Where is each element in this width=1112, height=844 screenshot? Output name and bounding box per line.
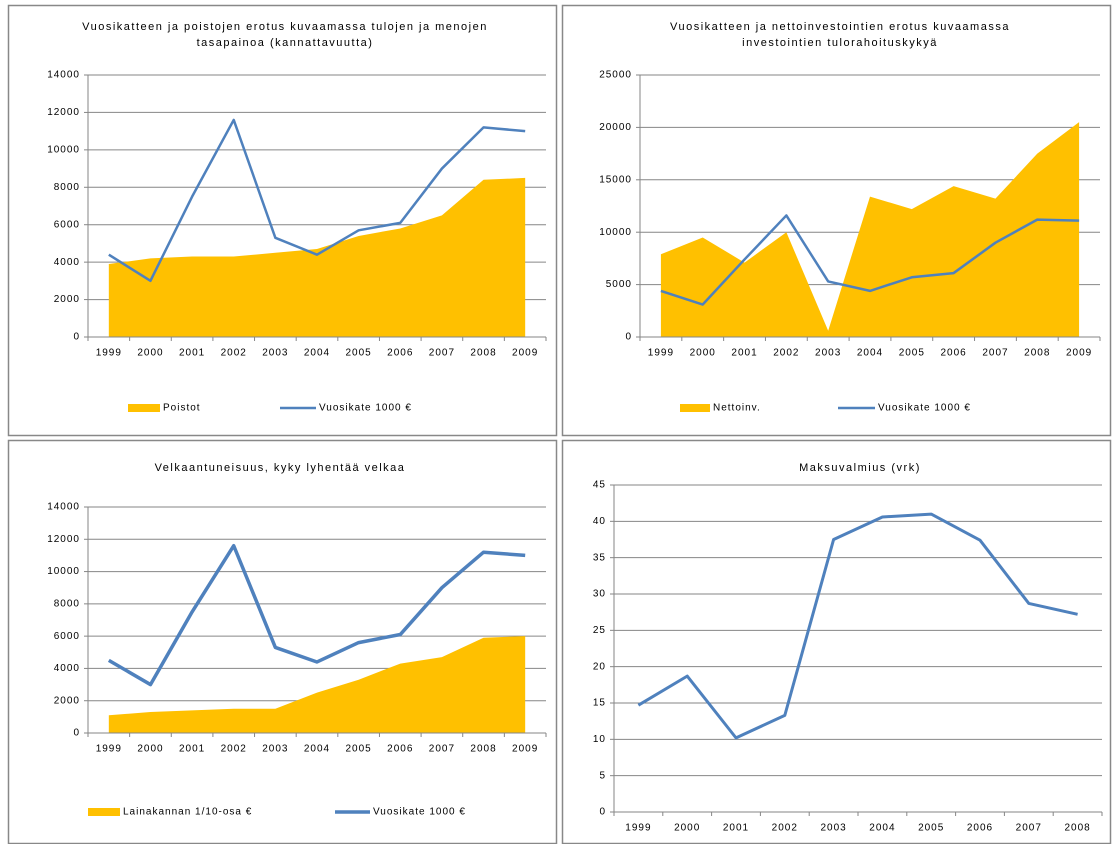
chart-title: Velkaantuneisuus, kyky lyhentää velkaa xyxy=(154,462,406,474)
x-tick-label: 2007 xyxy=(429,744,455,755)
x-tick-label: 1999 xyxy=(96,348,122,359)
y-tick-label: 6000 xyxy=(54,631,80,642)
x-tick-label: 2004 xyxy=(304,744,330,755)
x-tick-label: 2006 xyxy=(941,348,967,359)
x-tick-label: 2001 xyxy=(723,823,749,834)
x-tick-label: 2003 xyxy=(262,744,288,755)
area xyxy=(108,177,526,337)
x-tick-label: 2001 xyxy=(179,744,205,755)
y-tick-label: 45 xyxy=(593,480,606,491)
y-tick-label: 0 xyxy=(73,332,80,343)
chart-title: Vuosikatteen ja poistojen erotus kuvaama… xyxy=(82,21,488,49)
x-tick-label: 1999 xyxy=(96,744,122,755)
x-tick-label: 2009 xyxy=(512,348,538,359)
y-tick-label: 12000 xyxy=(47,107,80,118)
area xyxy=(108,636,526,733)
chart-panel xyxy=(7,439,558,844)
x-tick-label: 2009 xyxy=(1066,348,1092,359)
legend-swatch xyxy=(88,808,120,816)
y-tick-label: 14000 xyxy=(47,70,80,81)
legend-label: Lainakannan 1/10-osa € xyxy=(123,807,252,818)
y-tick-label: 2000 xyxy=(54,695,80,706)
x-tick-label: 2000 xyxy=(137,348,163,359)
x-tick-label: 2003 xyxy=(820,823,846,834)
x-tick-label: 2005 xyxy=(346,348,372,359)
x-tick-label: 2008 xyxy=(470,744,496,755)
x-tick-label: 2005 xyxy=(918,823,944,834)
x-tick-label: 2004 xyxy=(857,348,883,359)
y-tick-label: 8000 xyxy=(54,182,80,193)
x-tick-label: 2002 xyxy=(221,348,247,359)
y-tick-label: 8000 xyxy=(54,598,80,609)
y-tick-label: 0 xyxy=(625,332,632,343)
x-tick-label: 2006 xyxy=(387,348,413,359)
x-tick-label: 2000 xyxy=(137,744,163,755)
x-tick-label: 1999 xyxy=(648,348,674,359)
x-tick-label: 2002 xyxy=(221,744,247,755)
y-tick-label: 20 xyxy=(593,661,606,672)
y-tick-label: 10000 xyxy=(47,144,80,155)
chart-title: Maksuvalmius (vrk) xyxy=(799,462,921,474)
y-tick-label: 6000 xyxy=(54,219,80,230)
y-tick-label: 25 xyxy=(593,625,606,636)
y-tick-label: 2000 xyxy=(54,294,80,305)
y-tick-label: 35 xyxy=(593,552,606,563)
x-tick-label: 2004 xyxy=(304,348,330,359)
x-tick-label: 2002 xyxy=(773,348,799,359)
line xyxy=(108,118,526,283)
x-tick-label: 2008 xyxy=(1064,823,1090,834)
legend-label: Vuosikate 1000 € xyxy=(319,403,412,414)
x-tick-label: 2005 xyxy=(346,744,372,755)
x-tick-label: 2005 xyxy=(899,348,925,359)
x-tick-label: 2007 xyxy=(429,348,455,359)
x-tick-label: 2009 xyxy=(512,744,538,755)
y-tick-label: 10000 xyxy=(47,566,80,577)
x-tick-label: 2000 xyxy=(690,348,716,359)
area xyxy=(660,122,1080,337)
y-tick-label: 25000 xyxy=(599,70,632,81)
y-tick-label: 4000 xyxy=(54,663,80,674)
y-tick-label: 4000 xyxy=(54,257,80,268)
y-tick-label: 5 xyxy=(599,770,606,781)
legend-label: Vuosikate 1000 € xyxy=(878,403,971,414)
y-tick-label: 10000 xyxy=(599,227,632,238)
y-tick-label: 5000 xyxy=(606,279,632,290)
x-tick-label: 2000 xyxy=(674,823,700,834)
y-tick-label: 40 xyxy=(593,516,606,527)
y-tick-label: 15 xyxy=(593,698,606,709)
x-tick-label: 2008 xyxy=(1024,348,1050,359)
x-tick-label: 2004 xyxy=(869,823,895,834)
y-tick-label: 15000 xyxy=(599,174,632,185)
y-tick-label: 20000 xyxy=(599,122,632,133)
x-tick-label: 2007 xyxy=(982,348,1008,359)
line xyxy=(637,512,1078,740)
y-tick-label: 14000 xyxy=(47,502,80,513)
x-tick-label: 2002 xyxy=(772,823,798,834)
x-tick-label: 2006 xyxy=(967,823,993,834)
legend-label: Vuosikate 1000 € xyxy=(373,807,466,818)
chart-panel xyxy=(561,439,1112,844)
x-tick-label: 1999 xyxy=(625,823,651,834)
y-tick-label: 30 xyxy=(593,589,606,600)
y-tick-label: 0 xyxy=(73,728,80,739)
x-tick-label: 2003 xyxy=(815,348,841,359)
chart-title: Vuosikatteen ja nettoinvestointien erotu… xyxy=(670,21,1010,49)
x-tick-label: 2007 xyxy=(1016,823,1042,834)
x-tick-label: 2008 xyxy=(470,348,496,359)
legend-label: Nettoinv. xyxy=(713,403,761,414)
x-tick-label: 2006 xyxy=(387,744,413,755)
legend-swatch xyxy=(128,404,160,412)
x-tick-label: 2001 xyxy=(731,348,757,359)
line xyxy=(660,214,1080,306)
x-tick-label: 2003 xyxy=(262,348,288,359)
line xyxy=(107,543,526,687)
legend-swatch xyxy=(680,404,710,412)
y-tick-label: 10 xyxy=(593,734,606,745)
x-tick-label: 2001 xyxy=(179,348,205,359)
y-tick-label: 0 xyxy=(599,807,606,818)
y-tick-label: 12000 xyxy=(47,534,80,545)
legend-label: Poistot xyxy=(163,403,201,414)
